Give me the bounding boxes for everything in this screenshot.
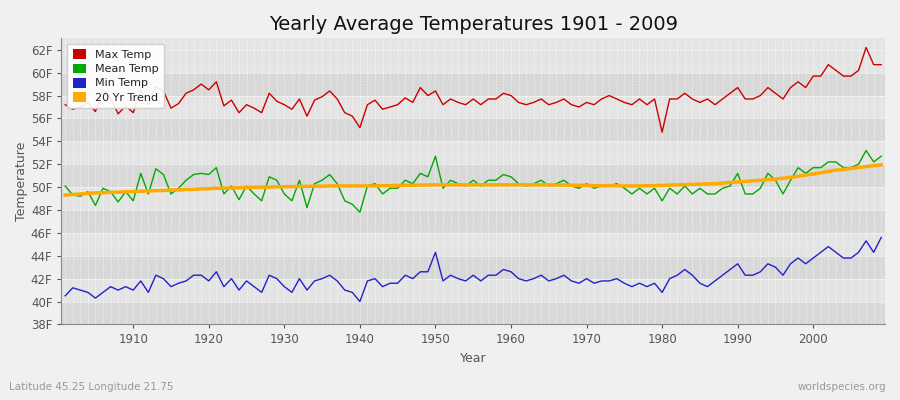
Bar — [61, 164, 885, 187]
Text: Latitude 45.25 Longitude 21.75: Latitude 45.25 Longitude 21.75 — [9, 382, 174, 392]
Bar — [61, 233, 885, 256]
Bar — [61, 210, 885, 233]
Bar — [61, 256, 885, 279]
Bar — [61, 302, 885, 324]
X-axis label: Year: Year — [460, 352, 487, 365]
Bar — [61, 50, 885, 73]
Bar — [61, 141, 885, 164]
Bar — [61, 187, 885, 210]
Y-axis label: Temperature: Temperature — [15, 142, 28, 221]
Title: Yearly Average Temperatures 1901 - 2009: Yearly Average Temperatures 1901 - 2009 — [269, 15, 678, 34]
Legend: Max Temp, Mean Temp, Min Temp, 20 Yr Trend: Max Temp, Mean Temp, Min Temp, 20 Yr Tre… — [67, 44, 164, 108]
Bar — [61, 279, 885, 302]
Bar — [61, 96, 885, 118]
Text: worldspecies.org: worldspecies.org — [798, 382, 886, 392]
Bar — [61, 73, 885, 96]
Bar — [61, 118, 885, 141]
